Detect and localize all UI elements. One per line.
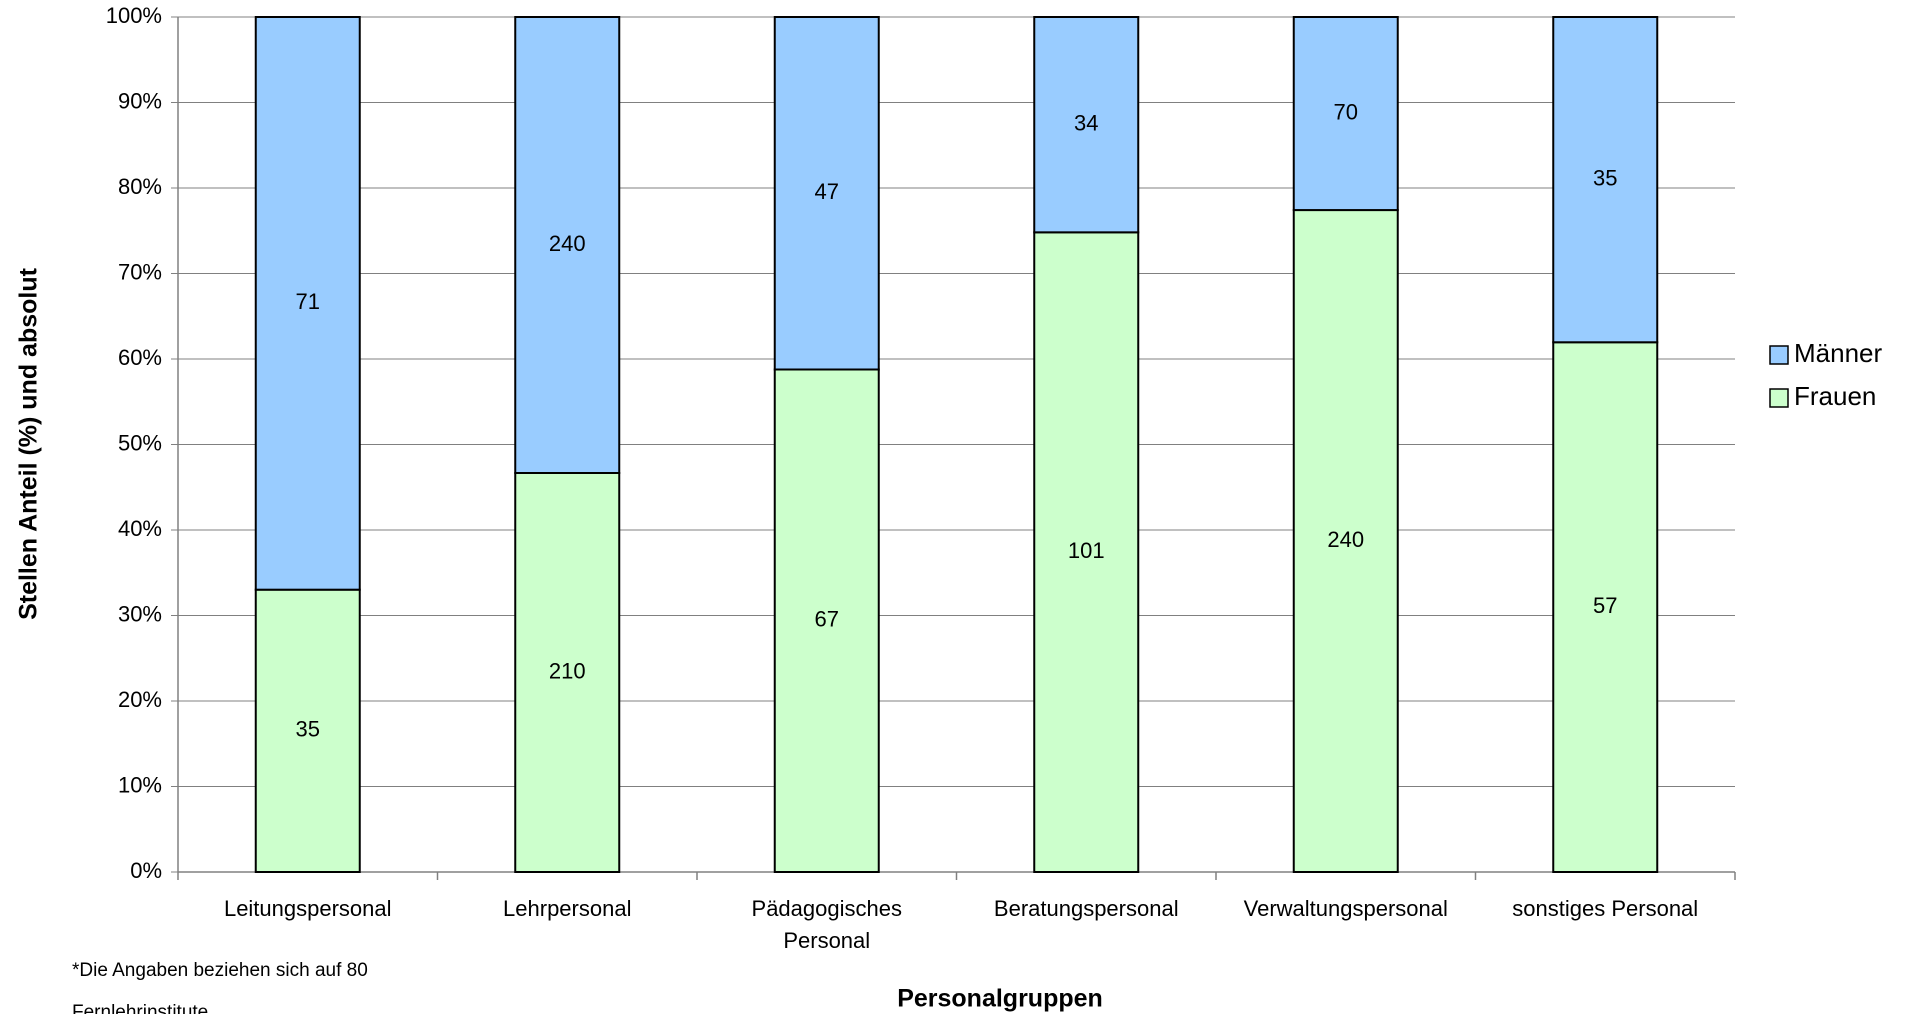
y-tick-label: 90%: [118, 88, 162, 113]
data-label: 35: [296, 717, 320, 742]
bar-segment: [254, 588, 361, 873]
data-label: 71: [296, 289, 320, 314]
legend-label: Frauen: [1794, 381, 1876, 411]
data-label: 35: [1593, 165, 1617, 190]
bar-segment: [1033, 231, 1140, 874]
x-tick-label: Leitungspersonal: [223, 896, 392, 921]
data-label: 47: [815, 179, 839, 204]
y-tick-label: 60%: [118, 345, 162, 370]
y-tick-label: 100%: [106, 3, 162, 28]
x-tick-label: Verwaltungspersonal: [1243, 896, 1448, 921]
y-axis-title: Stellen Anteil (%) und absolut: [15, 267, 43, 620]
data-label: 240: [549, 231, 586, 256]
bar-segment: [254, 16, 361, 591]
legend-label: Männer: [1794, 338, 1882, 368]
bar-segment: [1292, 16, 1399, 212]
y-tick-label: 40%: [118, 516, 162, 541]
bar-segment: [1552, 16, 1659, 344]
data-label: 34: [1074, 110, 1098, 135]
footnote: *Die Angaben beziehen sich auf 80 Fernle…: [72, 960, 368, 1014]
bar-segment: [514, 472, 621, 873]
x-tick-label: Beratungspersonal: [993, 896, 1179, 921]
y-tick-label: 50%: [118, 430, 162, 455]
bar-segment: [1292, 209, 1399, 873]
y-tick-label: 10%: [118, 772, 162, 797]
y-tick-label: 30%: [118, 601, 162, 626]
legend-swatch: [1769, 388, 1789, 408]
legend-swatch: [1769, 345, 1789, 365]
x-axis-title: Personalgruppen: [897, 985, 1103, 1013]
data-label: 67: [815, 607, 839, 632]
bar-segment: [773, 368, 880, 873]
y-tick-label: 0%: [130, 858, 162, 883]
data-label: 101: [1068, 538, 1105, 563]
bar-segment: [773, 16, 880, 371]
data-label: 210: [549, 658, 586, 683]
y-tick-label: 70%: [118, 259, 162, 284]
data-label: 57: [1593, 593, 1617, 618]
data-label: 70: [1334, 99, 1358, 124]
y-tick-label: 80%: [118, 174, 162, 199]
data-label: 240: [1327, 527, 1364, 552]
x-tick-label: sonstiges Personal: [1512, 896, 1699, 921]
bar-segment: [514, 16, 621, 474]
bar-segment: [1552, 341, 1659, 873]
y-tick-label: 20%: [118, 687, 162, 712]
bar-segment: [1033, 16, 1140, 234]
x-tick-label: Pädagogisches Personal: [751, 896, 902, 953]
x-tick-label: Lehrpersonal: [503, 896, 632, 921]
